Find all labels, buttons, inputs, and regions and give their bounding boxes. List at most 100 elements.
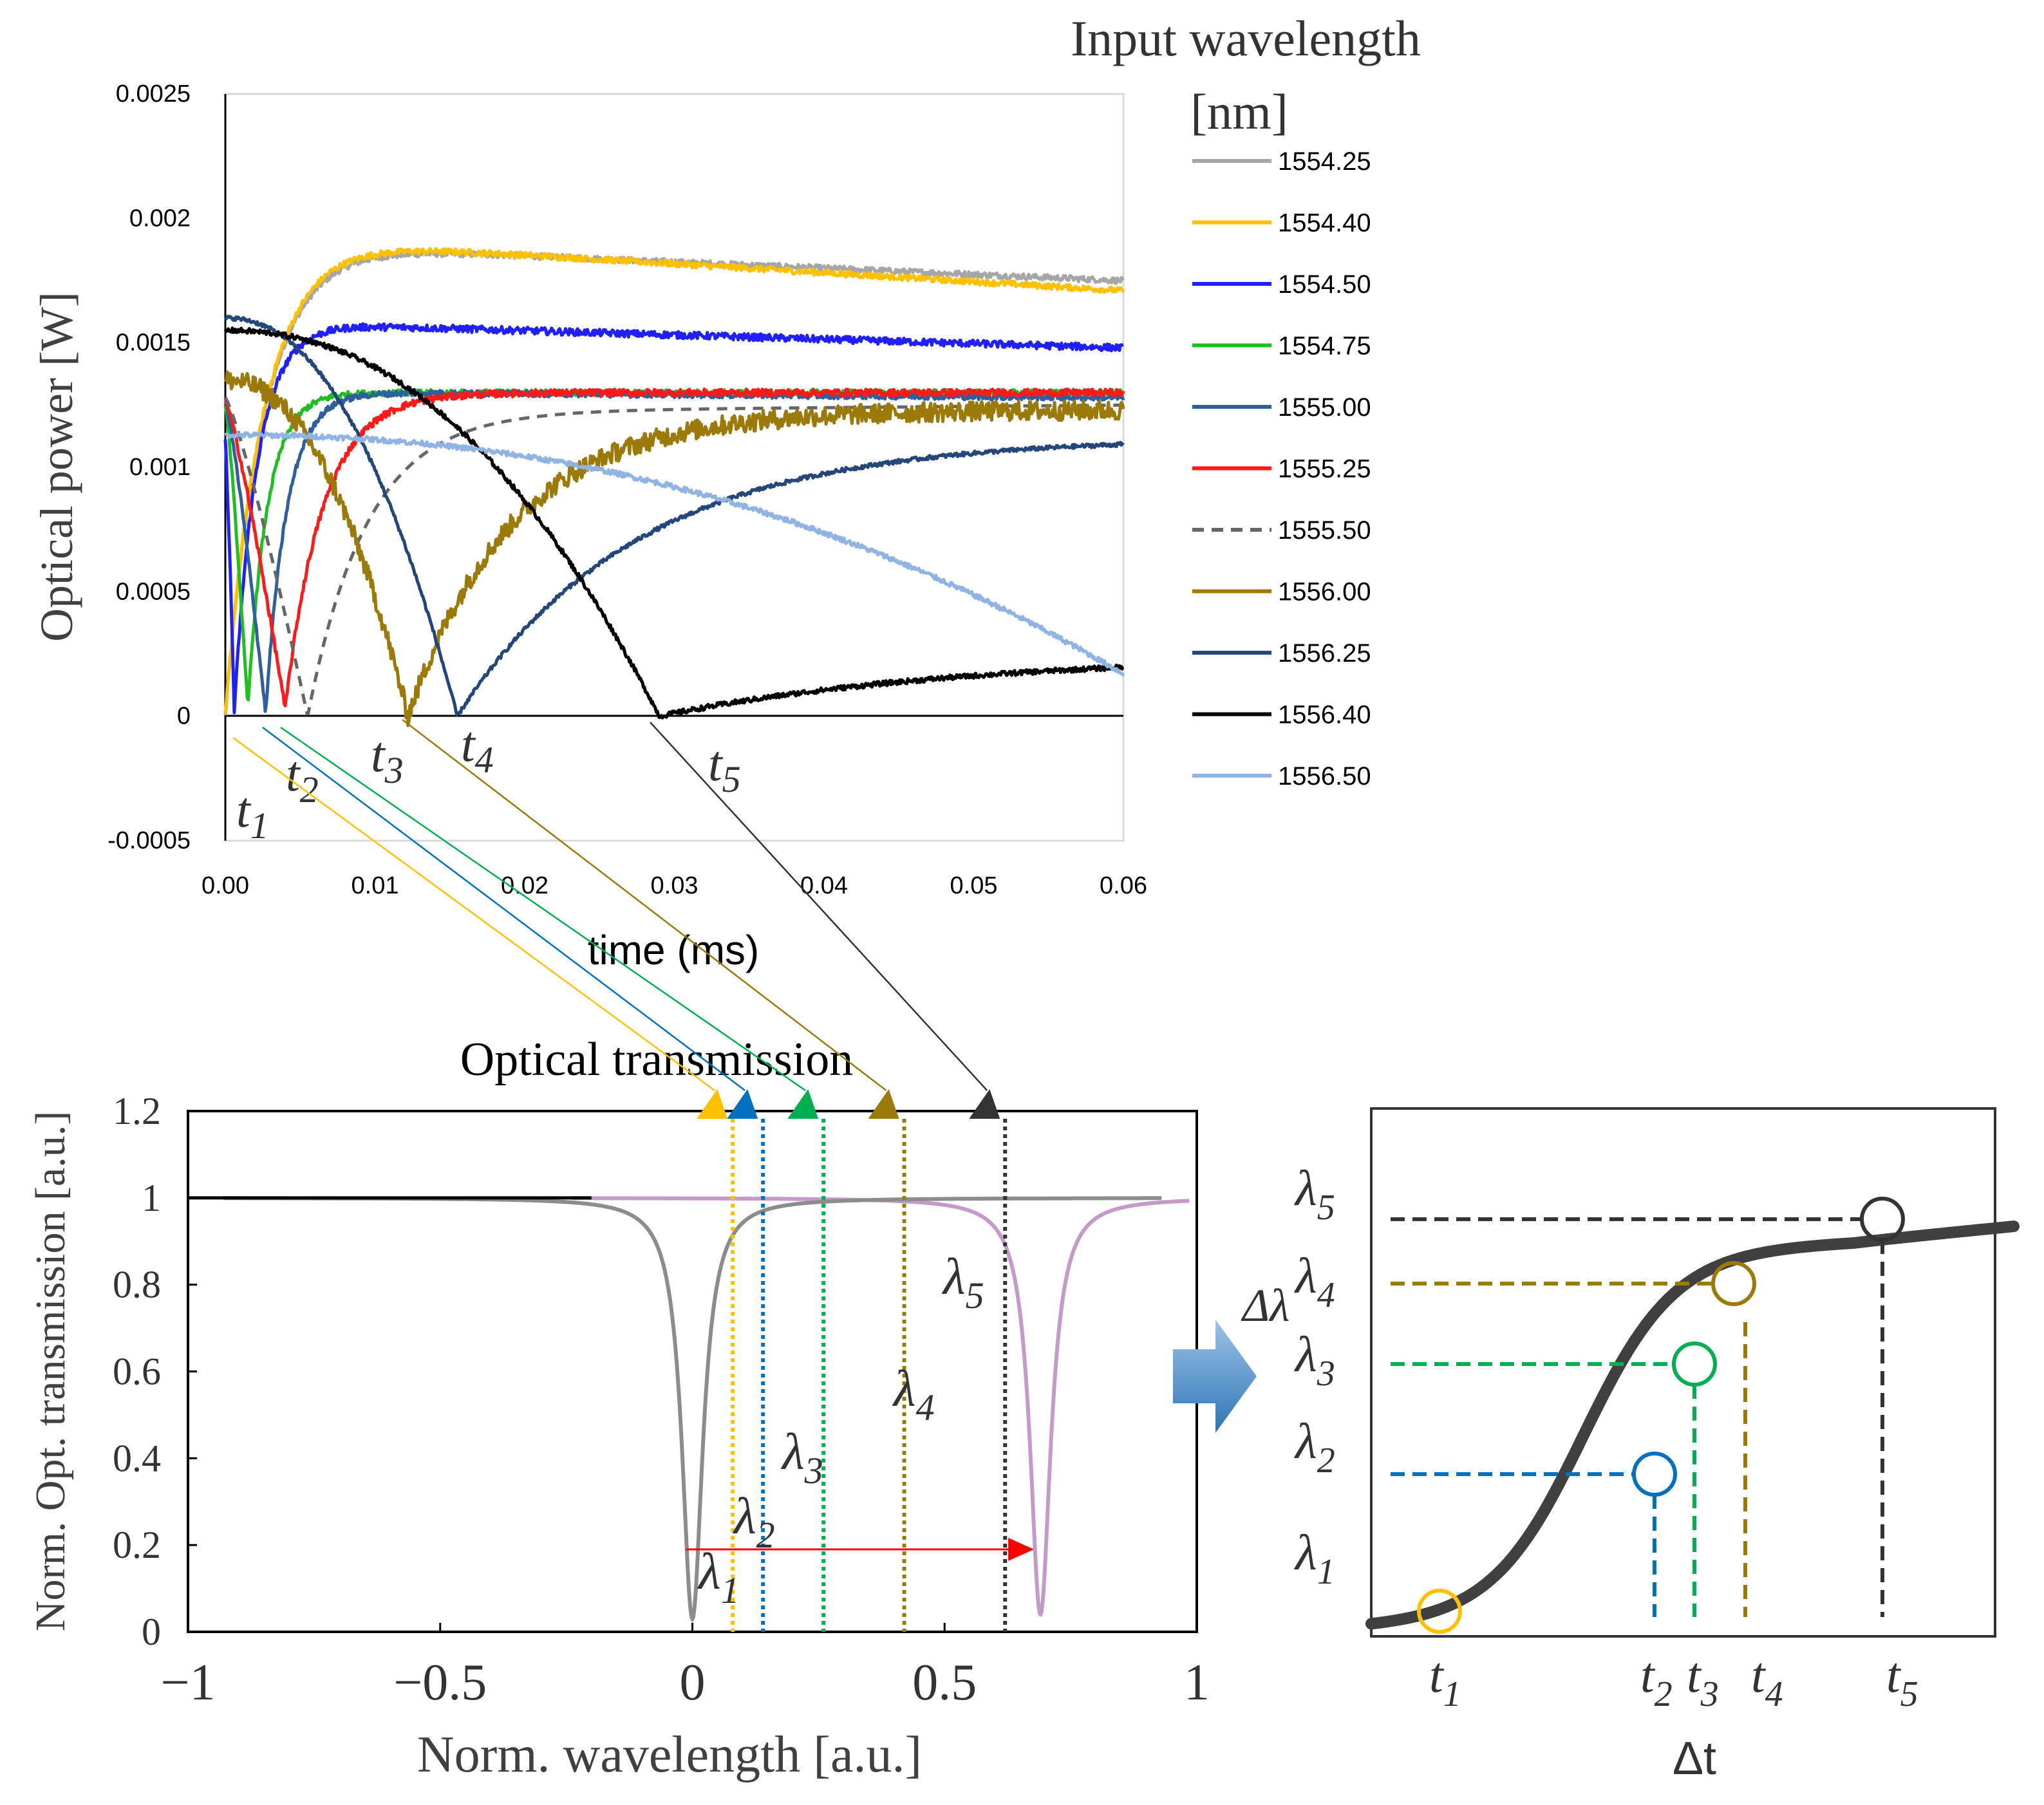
legend-label-1555.25: 1555.25	[1278, 455, 1371, 483]
time-to-wavelength-connector	[262, 727, 745, 1091]
time-axis-label: t4	[1751, 1647, 1783, 1714]
t1-letter: t	[236, 781, 252, 837]
t5-letter: t	[708, 735, 724, 791]
time-trace-ylabel: Optical power [W]	[31, 292, 82, 642]
wavelength-marker-label: λ2	[733, 1488, 775, 1556]
transmission-chart: Optical transmission Norm. Opt. transmis…	[27, 719, 1210, 1783]
transmission-title: Optical transmission	[460, 1033, 853, 1086]
time-axis-symbol: t	[1751, 1647, 1767, 1703]
time-trace-x-tick: 0.00	[202, 872, 249, 899]
series-line-1556.00	[224, 370, 1125, 727]
t4-subscript: 4	[475, 739, 494, 781]
t1-subscript: 1	[250, 805, 269, 846]
time-trace-plot-frame	[224, 93, 1125, 842]
time-to-wavelength-connector	[650, 722, 988, 1091]
wavelength-marker-arrowhead-icon	[868, 1089, 899, 1119]
time-trace-chart: 0.00 0.01 0.02 0.03 0.04 0.05 0.06 -0.000500.0…	[31, 10, 1421, 973]
lambda-axis-label: λ4	[1294, 1248, 1335, 1315]
time-axis-symbol: t	[1640, 1647, 1656, 1703]
time-axis-label: t2	[1640, 1647, 1673, 1714]
legend-label-1556.40: 1556.40	[1278, 701, 1371, 729]
delta-lambda-label: Δλ	[1241, 1280, 1289, 1331]
transmission-x-tick: 0.5	[912, 1654, 977, 1711]
wavelength-marker-subscript: 3	[804, 1450, 823, 1492]
lambda-axis-label: λ1	[1294, 1524, 1335, 1592]
legend-title-line2: [nm]	[1190, 84, 1288, 140]
wavelength-marker-label: λ5	[942, 1249, 984, 1316]
transmission-x-tick: −1	[160, 1654, 215, 1711]
time-to-wavelength-connector	[280, 726, 806, 1092]
wavelength-time-curve	[1365, 1220, 2020, 1630]
series-line-1555.25	[223, 388, 1125, 707]
series-line-1554.40	[223, 247, 1125, 714]
legend-label-1556.50: 1556.50	[1278, 762, 1371, 790]
t4-letter: t	[461, 716, 476, 772]
time-axis-subscript: 5	[1900, 1674, 1918, 1714]
time-trace-x-tick: 0.06	[1100, 872, 1147, 899]
wavelength-marker-subscript: 4	[916, 1387, 935, 1428]
time-trace-y-tick: -0.0005	[108, 827, 191, 854]
wavelength-marker-arrowhead-icon	[697, 1089, 728, 1119]
legend-label-1556.00: 1556.00	[1278, 578, 1371, 606]
wavelength-marker-arrowhead-icon	[969, 1089, 1000, 1119]
legend-label-1554.40: 1554.40	[1278, 209, 1371, 238]
sample-point-marker	[1860, 1197, 1905, 1242]
time-axis-label: t3	[1687, 1647, 1719, 1714]
legend-label-1554.25: 1554.25	[1278, 147, 1371, 176]
sample-point-marker	[1711, 1261, 1756, 1306]
t3-letter: t	[371, 726, 386, 782]
time-axis-subscript: 3	[1700, 1674, 1719, 1714]
wavelength-marker-label: λ3	[781, 1424, 823, 1492]
t2-label: t2	[286, 745, 319, 810]
lambda-axis-subscript: 4	[1317, 1275, 1335, 1315]
transmission-ylabel: Norm. Opt. transmission [a.u.]	[27, 1111, 74, 1631]
legend-label-1555.50: 1555.50	[1278, 516, 1371, 545]
time-to-wavelength-connector	[402, 719, 887, 1091]
time-trace-xlabel: time (ms)	[588, 927, 760, 973]
time-trace-y-tick: 0.0025	[116, 80, 191, 108]
lambda-axis-subscript: 5	[1317, 1188, 1335, 1228]
sample-point-marker	[1672, 1342, 1717, 1387]
legend-label-1554.75: 1554.75	[1278, 332, 1371, 360]
lambda-axis-subscript: 2	[1317, 1441, 1335, 1481]
transmission-y-tick: 0.6	[113, 1351, 161, 1393]
series-line-1556.40	[223, 326, 1125, 720]
t3-subscript: 3	[384, 749, 404, 791]
wavelength-marker-symbol: λ	[892, 1361, 916, 1417]
transmission-curve-resonance_initial	[223, 1196, 1162, 1623]
transmission-y-tick: 0	[142, 1611, 161, 1653]
time-to-wavelength-connector	[232, 736, 715, 1092]
wavelength-marker-arrowhead-icon	[787, 1089, 819, 1119]
wavelength-marker-label: λ4	[892, 1361, 935, 1428]
wavelength-marker-arrowhead-icon	[727, 1089, 758, 1119]
sample-point-marker	[1632, 1452, 1677, 1497]
lambda-axis-label: λ3	[1294, 1326, 1335, 1394]
t4-label: t4	[461, 716, 494, 781]
lambda-axis-symbol: λ	[1294, 1413, 1317, 1469]
legend-label-1554.50: 1554.50	[1278, 270, 1371, 299]
transmission-y-tick: 0.8	[113, 1264, 161, 1306]
lambda-axis-symbol: λ	[1294, 1524, 1317, 1580]
wavelength-marker-label: λ1	[697, 1544, 740, 1611]
series-line-1556.25	[224, 314, 1125, 716]
lambda-axis-symbol: λ	[1294, 1248, 1317, 1304]
lambda-axis-label: λ2	[1294, 1413, 1335, 1481]
time-axis-label: t1	[1429, 1647, 1461, 1714]
transmission-x-tick: 1	[1184, 1654, 1210, 1711]
lambda-axis-symbol: λ	[1294, 1326, 1317, 1382]
wavelength-marker-symbol: λ	[697, 1544, 721, 1600]
resonance-shift-arrowhead-icon	[1008, 1537, 1035, 1561]
time-axis-symbol: t	[1687, 1647, 1702, 1703]
legend-title-line1: Input wavelength	[1071, 10, 1421, 66]
transmission-y-tick: 0.2	[113, 1524, 161, 1566]
time-trace-x-tick: 0.04	[800, 872, 848, 899]
wavelength-marker-subscript: 5	[966, 1275, 984, 1316]
time-axis-subscript: 4	[1765, 1674, 1783, 1714]
t3-label: t3	[371, 726, 404, 791]
transmission-y-tick: 0.4	[113, 1437, 161, 1479]
time-trace-y-tick: 0.001	[129, 454, 191, 481]
time-trace-x-tick: 0.01	[352, 872, 399, 899]
time-trace-x-tick: 0.03	[651, 872, 699, 899]
